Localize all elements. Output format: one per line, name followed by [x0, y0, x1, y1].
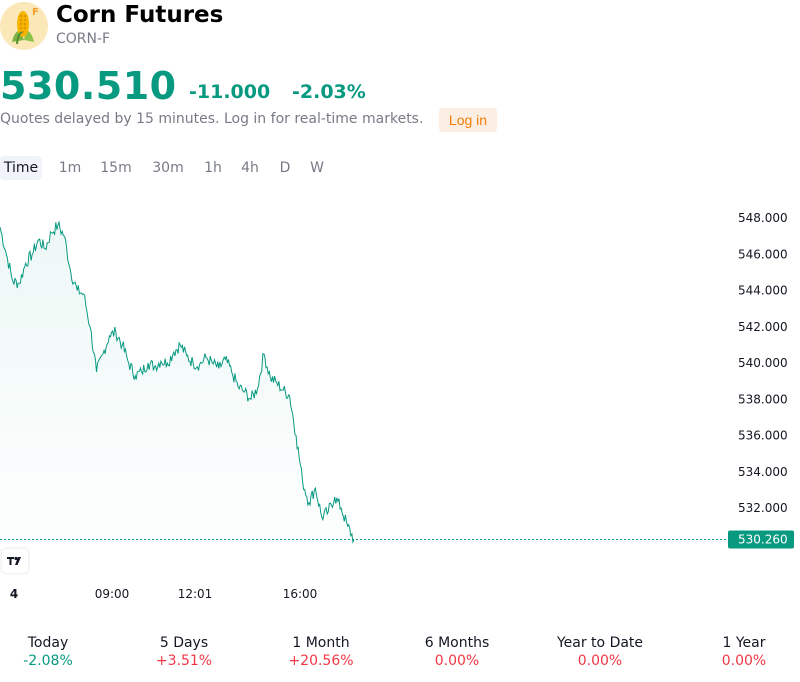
perf-label: 1 Month — [292, 635, 350, 651]
logo-badge: F — [32, 7, 39, 18]
tab-1h[interactable]: 1h — [204, 160, 222, 176]
y-tick-label: 536.000 — [738, 429, 788, 443]
corn-icon: F — [0, 2, 48, 50]
last-price-label: 530.260 — [738, 533, 788, 547]
chart-canvas[interactable]: 548.000 546.000 544.000 542.000 540.000 538.0… — [0, 200, 800, 610]
perf-1-month[interactable]: 1 Month +20.56% — [261, 634, 381, 670]
tradingview-logo-icon[interactable] — [2, 549, 28, 573]
perf-6-months[interactable]: 6 Months 0.00% — [397, 634, 517, 670]
header: F Corn Futures CORN-F — [0, 2, 800, 50]
x-tick-label: 16:00 — [283, 587, 318, 601]
tab-15m[interactable]: 15m — [100, 160, 132, 176]
tab-4h[interactable]: 4h — [241, 160, 259, 176]
y-tick-label: 532.000 — [738, 501, 788, 515]
price-line — [0, 220, 355, 544]
tab-w[interactable]: W — [310, 160, 324, 176]
perf-label: 5 Days — [159, 635, 209, 651]
y-tick-label: 540.000 — [738, 356, 788, 370]
tab-30m[interactable]: 30m — [152, 160, 184, 176]
perf-label: 6 Months — [424, 635, 490, 651]
y-tick-label: 538.000 — [738, 392, 788, 406]
tab-time[interactable]: Time — [0, 156, 42, 180]
y-tick-label: 546.000 — [738, 247, 788, 261]
page-title: Corn Futures — [56, 2, 224, 28]
perf-label: Today — [27, 635, 69, 651]
x-tick-label: 4 — [10, 587, 18, 601]
price-change-percent: -2.03% — [292, 81, 366, 103]
area-fill — [0, 222, 354, 542]
x-tick-label: 12:01 — [178, 587, 213, 601]
perf-today[interactable]: Today -2.08% — [0, 634, 108, 670]
ticker-symbol: CORN-F — [56, 31, 111, 47]
y-tick-label: 542.000 — [738, 320, 788, 334]
perf-1-year[interactable]: 1 Year 0.00% — [684, 634, 800, 670]
quote-row: 530.510 -11.000 -2.03% — [0, 64, 800, 108]
perf-value: -2.08% — [23, 653, 73, 669]
perf-value: 0.00% — [577, 653, 623, 669]
y-tick-label: 534.000 — [738, 465, 788, 479]
price-change: -11.000 — [189, 81, 271, 103]
performance-summary: Today -2.08% 5 Days +3.51% 1 Month +20.5… — [0, 634, 800, 674]
last-price: 530.510 — [0, 64, 177, 108]
perf-value: +20.56% — [288, 653, 354, 669]
delay-notice: Quotes delayed by 15 minutes. Log in for… — [0, 111, 424, 127]
timeframe-tabs: Time 1m 15m 30m 1h 4h D W — [0, 156, 400, 180]
perf-5-days[interactable]: 5 Days +3.51% — [124, 634, 244, 670]
tab-1m[interactable]: 1m — [58, 160, 82, 176]
perf-label: 1 Year — [722, 635, 766, 651]
perf-value: 0.00% — [434, 653, 480, 669]
x-tick-label: 09:00 — [95, 587, 130, 601]
y-tick-label: 544.000 — [738, 284, 788, 298]
login-button[interactable]: Log in — [439, 108, 497, 132]
last-price-box — [728, 530, 794, 549]
perf-year-to-date[interactable]: Year to Date 0.00% — [540, 634, 660, 670]
tab-d[interactable]: D — [279, 160, 291, 176]
perf-value: 0.00% — [721, 653, 767, 669]
perf-label: Year to Date — [556, 635, 644, 651]
price-chart[interactable]: 548.000 546.000 544.000 542.000 540.000 538.0… — [0, 200, 800, 610]
perf-value: +3.51% — [155, 653, 213, 669]
y-tick-label: 548.000 — [738, 211, 788, 225]
